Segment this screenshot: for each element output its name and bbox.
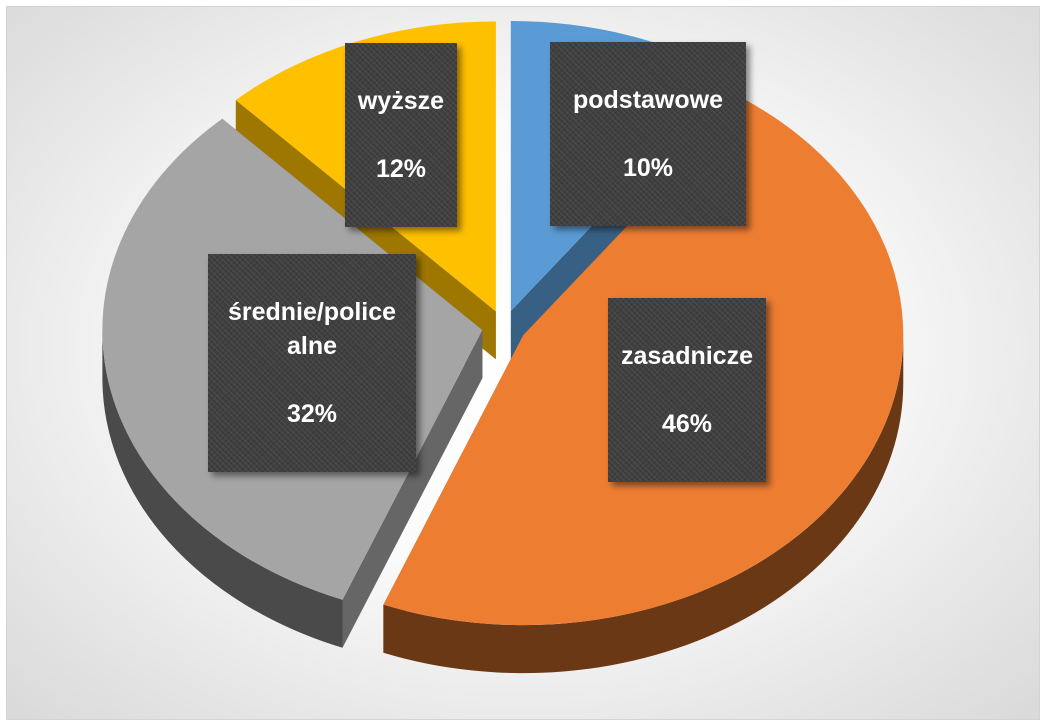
label-category-zasadnicze: zasadnicze xyxy=(620,342,753,370)
label-category-wyzsze: wyższe xyxy=(357,87,445,115)
slice-wall-zasadnicze xyxy=(383,335,904,674)
data-label-zasadnicze: zasadnicze 46% xyxy=(608,298,766,482)
label-percent-zasadnicze: 46% xyxy=(661,410,713,438)
label-percent-podstawowe: 10% xyxy=(622,154,674,182)
data-label-wyzsze: wyższe 12% xyxy=(345,43,457,227)
data-label-srednie-policealne: średnie/police alne 32% xyxy=(208,254,416,472)
chart-area: podstawowe 10% zasadnicze 46% średnie/po… xyxy=(6,6,1040,720)
slice-side-srednie-policealne-0 xyxy=(342,330,483,648)
label-category-srednie-policealne: średnie/police alne xyxy=(227,298,397,360)
label-percent-srednie-policealne: 32% xyxy=(286,400,338,428)
slice-wall-srednie-policealne xyxy=(102,330,343,648)
data-label-podstawowe: podstawowe 10% xyxy=(550,42,746,226)
pie-chart xyxy=(102,21,904,674)
label-category-podstawowe: podstawowe xyxy=(572,86,723,114)
label-percent-wyzsze: 12% xyxy=(375,155,427,183)
